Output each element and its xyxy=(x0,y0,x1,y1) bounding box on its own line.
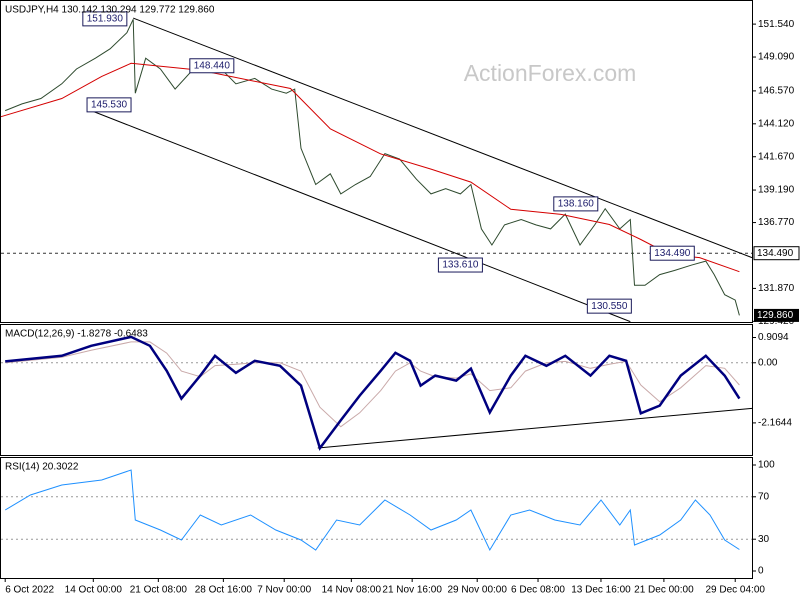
macd-panel xyxy=(0,324,753,456)
annotation-box xyxy=(586,298,632,314)
series-line xyxy=(4,469,740,552)
watermark: ActionForex.com xyxy=(464,60,637,86)
y-tick-label: 146.570 xyxy=(758,86,795,97)
annotation-box xyxy=(437,257,483,273)
x-tick-label: 21 Nov 16:00 xyxy=(382,585,442,596)
x-tick-label: 14 Nov 08:00 xyxy=(322,585,382,596)
x-tick-label: 6 Oct 2022 xyxy=(5,585,54,596)
y-tick-label: 144.120 xyxy=(758,118,795,129)
annotation-label: 148.440 xyxy=(194,60,231,71)
level-label-box xyxy=(753,246,800,261)
last-price-box xyxy=(754,308,799,322)
annotation-label: 138.160 xyxy=(558,199,595,210)
y-tick-label: 0.00 xyxy=(758,357,778,368)
panel-title: USDJPY,H4 130.142 130.294 129.772 129.86… xyxy=(5,5,215,16)
series-line xyxy=(5,341,740,428)
y-tick-label: 30 xyxy=(758,534,770,545)
annotation-box xyxy=(649,245,695,261)
series-line xyxy=(0,62,740,273)
y-tick-label: 141.670 xyxy=(758,151,795,162)
x-tick-label: 21 Dec 00:00 xyxy=(634,585,694,596)
x-tick-label: 6 Dec 08:00 xyxy=(511,585,565,596)
level-label: 134.490 xyxy=(757,248,794,259)
x-tick-label: 13 Dec 16:00 xyxy=(571,585,631,596)
annotation-label: 134.490 xyxy=(654,248,691,259)
y-tick-label: 149.090 xyxy=(758,52,795,63)
trend-line xyxy=(317,407,753,449)
rsi-panel xyxy=(0,457,753,579)
y-tick-label: 131.870 xyxy=(758,283,795,294)
x-tick-label: 7 Nov 00:00 xyxy=(257,585,311,596)
annotation-label: 145.530 xyxy=(91,100,128,111)
y-tick-label: 0.9094 xyxy=(758,332,789,343)
annotation-label: 130.550 xyxy=(591,301,628,312)
x-tick-label: 29 Dec 04:00 xyxy=(705,585,765,596)
x-tick-label: 21 Oct 08:00 xyxy=(130,585,188,596)
trend-line xyxy=(132,17,753,259)
last-price-label: 129.860 xyxy=(757,310,794,321)
annotation-box xyxy=(553,196,599,212)
y-tick-label: 136.770 xyxy=(758,217,795,228)
panel-title: RSI(14) 20.3022 xyxy=(5,462,79,473)
annotation-box xyxy=(82,11,128,27)
annotation-label: 151.930 xyxy=(87,14,124,25)
x-tick-label: 29 Nov 00:00 xyxy=(447,585,507,596)
x-tick-label: 14 Oct 00:00 xyxy=(65,585,123,596)
trend-line xyxy=(91,110,631,323)
y-tick-label: 0 xyxy=(758,566,764,577)
series-line xyxy=(5,19,740,316)
y-tick-label: 151.540 xyxy=(758,19,795,30)
y-tick-label: 100 xyxy=(758,460,775,471)
price-panel xyxy=(0,0,753,323)
annotation-box xyxy=(86,97,132,113)
annotation-label: 133.610 xyxy=(442,260,479,271)
y-tick-label: -2.1644 xyxy=(758,418,792,429)
y-tick-label: 139.190 xyxy=(758,185,795,196)
x-tick-label: 28 Oct 16:00 xyxy=(195,585,253,596)
series-line xyxy=(5,335,741,451)
y-tick-label: 70 xyxy=(758,491,770,502)
panel-title: MACD(12,26,9) -1.8278 -0.6483 xyxy=(5,329,148,340)
annotation-box xyxy=(189,58,235,74)
